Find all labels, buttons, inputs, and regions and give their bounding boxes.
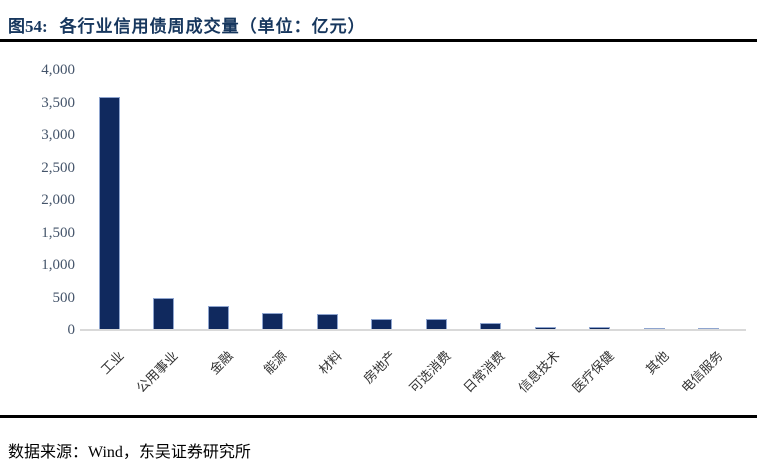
y-tick-label: 3,000 xyxy=(41,127,75,143)
bar-工业 xyxy=(98,97,120,330)
bar-金融 xyxy=(207,305,229,330)
y-tick-label: 1,500 xyxy=(41,224,75,241)
y-tick-label: 500 xyxy=(52,289,76,306)
x-tick-label-材料: 材料 xyxy=(315,348,345,378)
source-note: 数据来源：Wind，东吴证券研究所 xyxy=(8,444,251,461)
x-tick-label-电信服务: 电信服务 xyxy=(678,348,727,396)
bar-日常消费 xyxy=(480,322,501,330)
bar-信息技术 xyxy=(534,326,556,330)
x-tick-label-金融: 金融 xyxy=(206,348,236,378)
bar-其他 xyxy=(643,327,665,330)
figure-title: 图54: 各行业信用债周成交量（单位：亿元） xyxy=(8,12,366,37)
y-tick-label: 2,000 xyxy=(41,192,75,208)
y-tick-label: 2,500 xyxy=(41,159,75,176)
y-tick-label: 1,000 xyxy=(41,257,75,273)
bar-公用事业 xyxy=(153,297,174,330)
y-tick-label: 4,000 xyxy=(41,62,75,78)
x-tick-label-其他: 其他 xyxy=(642,348,672,378)
figure-caption: 各行业信用债周成交量（单位：亿元） xyxy=(59,17,366,36)
bar-电信服务 xyxy=(698,327,719,330)
top-divider xyxy=(0,39,757,42)
bottom-divider xyxy=(0,415,757,418)
y-tick-label: 3,500 xyxy=(41,94,75,111)
x-tick-label-医疗保健: 医疗保健 xyxy=(569,348,618,396)
x-tick-label-公用事业: 公用事业 xyxy=(133,348,182,396)
bar-可选消费 xyxy=(425,318,447,330)
x-tick-label-日常消费: 日常消费 xyxy=(460,348,509,396)
x-tick-label-信息技术: 信息技术 xyxy=(515,348,563,396)
bar-能源 xyxy=(262,312,283,330)
y-tick-label: 0 xyxy=(67,322,76,338)
x-tick-label-工业: 工业 xyxy=(97,348,127,378)
x-tick-label-能源: 能源 xyxy=(261,348,291,378)
x-tick-label-房地产: 房地产 xyxy=(361,348,400,387)
bar-医疗保健 xyxy=(589,326,610,330)
x-tick-label-可选消费: 可选消费 xyxy=(406,348,454,396)
x-axis-line xyxy=(80,329,746,331)
bar-房地产 xyxy=(371,318,392,330)
bar-材料 xyxy=(316,313,338,330)
figure-number: 图54: xyxy=(8,17,48,36)
